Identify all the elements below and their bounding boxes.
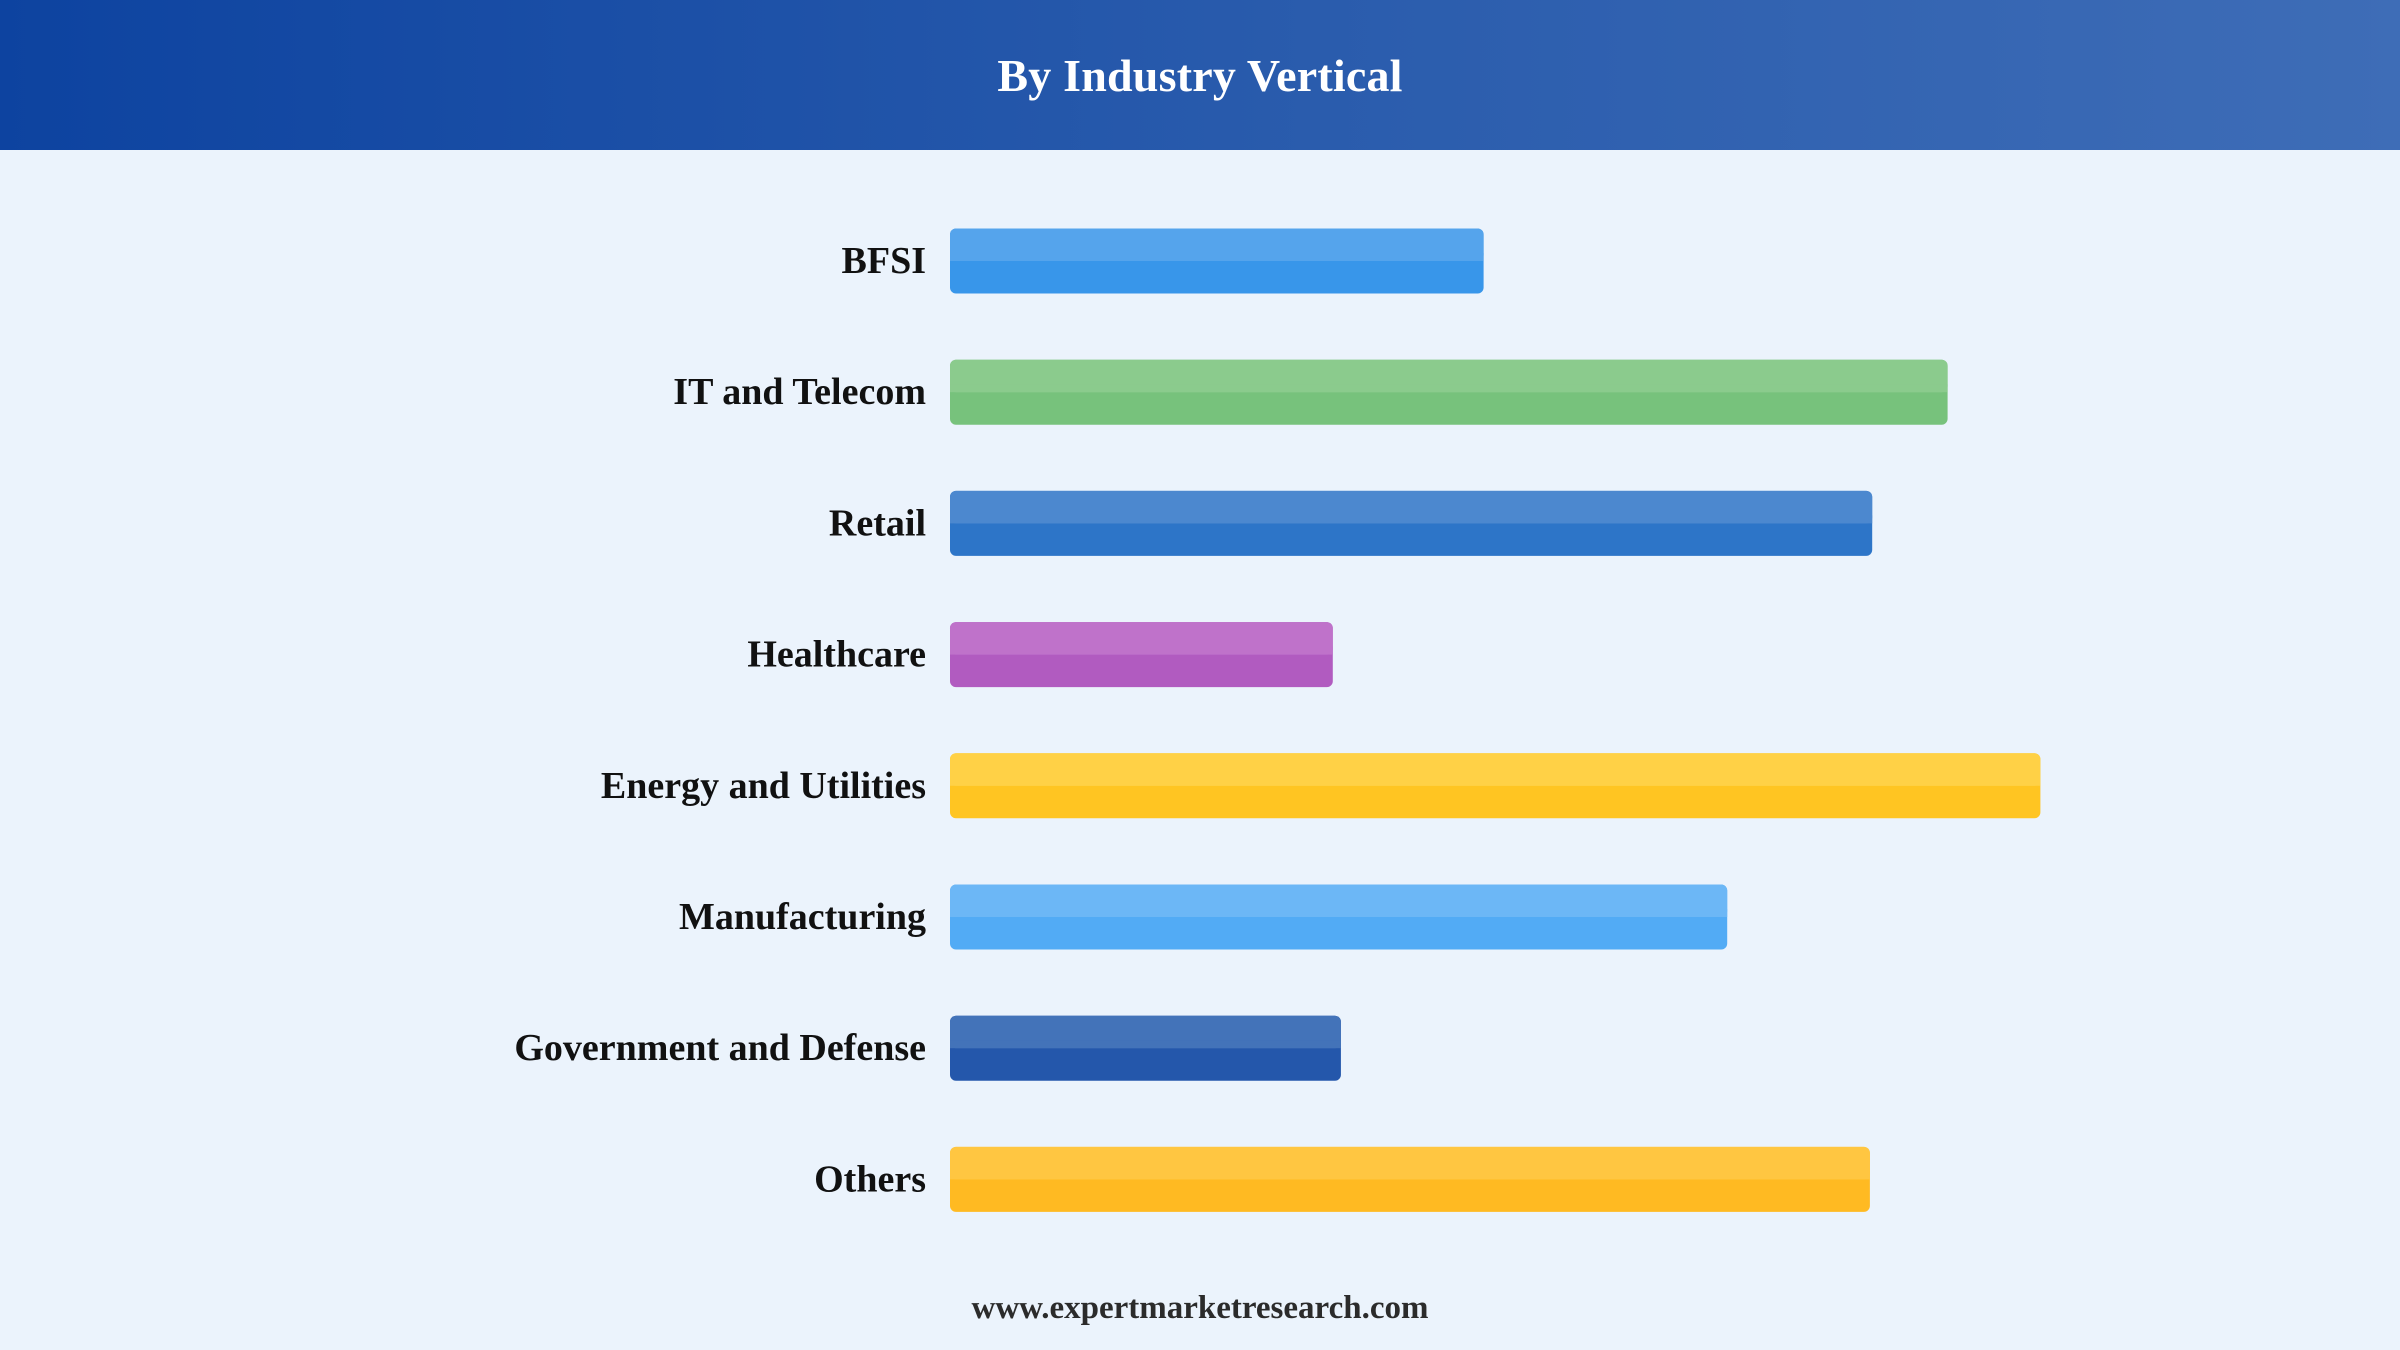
bar-highlight-manufacturing	[950, 884, 1728, 917]
category-label-manufacturing: Manufacturing	[679, 896, 926, 938]
category-label-energy-and-utilities: Energy and Utilities	[601, 765, 926, 807]
chart-header: By Industry Vertical	[0, 0, 2400, 150]
category-label-it-and-telecom: IT and Telecom	[673, 371, 926, 413]
bar-highlight-edge-others	[950, 1171, 1870, 1180]
bar-highlight-others	[950, 1146, 1870, 1180]
category-label-others: Others	[814, 1158, 926, 1200]
bar-highlight-retail	[950, 490, 1873, 524]
chart-title: By Industry Vertical	[997, 49, 1403, 101]
category-label-government-and-defense: Government and Defense	[514, 1027, 926, 1069]
category-label-retail: Retail	[829, 502, 926, 544]
bar-chart: BFSI IT and Telecom Retail Healthcare Energy…	[514, 228, 2041, 1212]
bar-highlight-government-and-defense	[950, 1015, 1341, 1049]
bar-highlight-edge-healthcare	[950, 646, 1333, 655]
bar-highlight-energy-and-utilities	[950, 753, 2041, 786]
bar-highlight-edge-bfsi	[950, 253, 1484, 261]
category-label-healthcare: Healthcare	[747, 634, 926, 676]
bar-series: BFSI IT and Telecom Retail Healthcare Energy…	[514, 228, 2041, 1212]
category-label-bfsi: BFSI	[842, 240, 926, 282]
bar-highlight-bfsi	[950, 228, 1484, 261]
bar-highlight-edge-it-and-telecom	[950, 384, 1948, 393]
bar-highlight-healthcare	[950, 622, 1333, 655]
source-footer: www.expertmarketresearch.com	[971, 1290, 1429, 1326]
bar-highlight-it-and-telecom	[950, 359, 1948, 393]
bar-highlight-edge-manufacturing	[950, 909, 1728, 917]
bar-highlight-edge-energy-and-utilities	[950, 777, 2041, 786]
bar-highlight-edge-retail	[950, 515, 1873, 524]
bar-highlight-edge-government-and-defense	[950, 1040, 1341, 1049]
